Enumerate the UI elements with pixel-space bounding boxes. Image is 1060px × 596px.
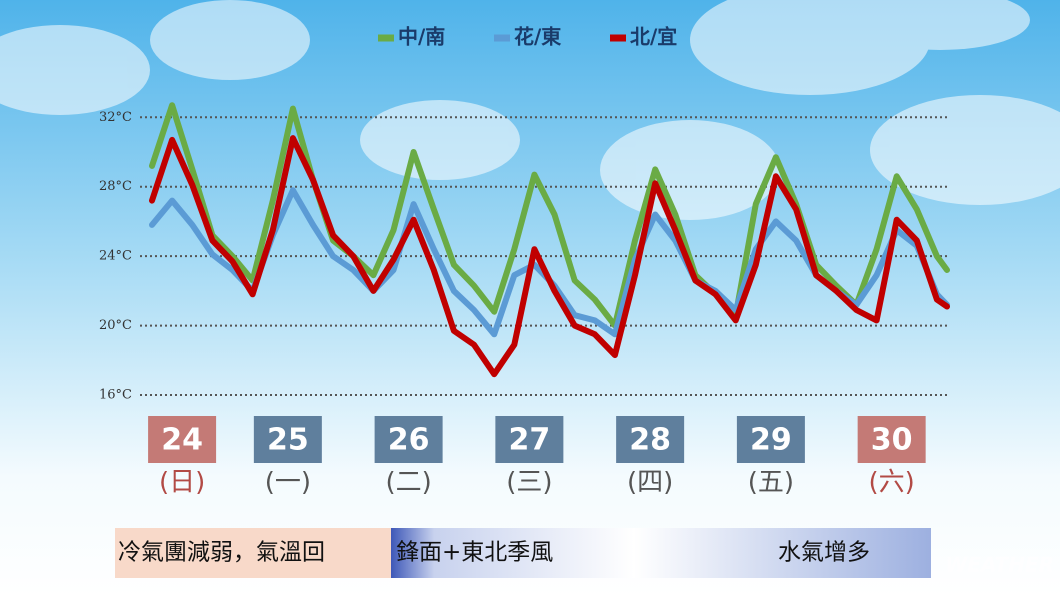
y-tick-label: 32°C	[99, 110, 132, 125]
y-tick-label: 20°C	[99, 318, 132, 333]
day-weekday: (日)	[159, 468, 205, 498]
legend-label: 中/南	[398, 25, 445, 49]
day-weekday: (四)	[627, 468, 673, 498]
series-line	[149, 102, 950, 329]
day-weekday: (二)	[385, 468, 431, 498]
day-box	[616, 416, 685, 463]
y-tick-label: 24°C	[99, 249, 132, 264]
day-box	[374, 416, 443, 463]
annotation: 水氣增多	[778, 540, 870, 566]
day-box	[148, 416, 217, 463]
annotation: 鋒面+東北季風	[396, 540, 553, 566]
annotation-bg	[391, 528, 931, 578]
y-tick-label: 28°C	[99, 179, 132, 194]
day-date: 24	[161, 423, 203, 458]
day-date: 26	[388, 423, 430, 458]
day-date: 28	[629, 423, 671, 458]
day-weekday: (五)	[748, 468, 794, 498]
y-tick-label: 16°C	[99, 388, 132, 403]
watermark: WEATHER	[945, 553, 1054, 577]
day-date: 29	[750, 423, 792, 458]
legend-label: 北/宜	[630, 25, 677, 49]
legend-label: 花/東	[514, 25, 561, 49]
plot: 16°C 20°C 24°C 28°C 32°C	[99, 102, 950, 403]
day-weekday: (六)	[869, 468, 915, 498]
day-date: 25	[267, 423, 309, 458]
day-weekday: (三)	[506, 468, 552, 498]
day-weekday: (一)	[265, 468, 311, 498]
day-box	[857, 416, 926, 463]
day-box	[495, 416, 564, 463]
annotation-bg	[115, 528, 391, 578]
day-date: 30	[871, 423, 913, 458]
annotation: 冷氣團減弱，氣溫回	[118, 540, 325, 566]
day-box	[253, 416, 322, 463]
legend: 中/南 花/東 北/宜	[378, 25, 677, 49]
day-date: 27	[508, 423, 550, 458]
series-line	[149, 135, 950, 378]
day-box	[736, 416, 805, 463]
